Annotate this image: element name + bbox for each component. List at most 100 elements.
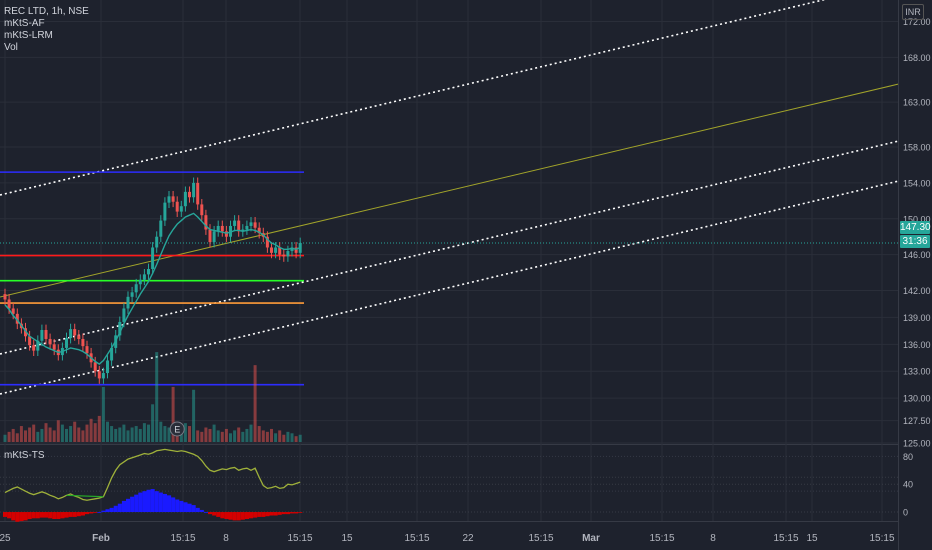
volume-bar: [298, 434, 302, 442]
volume-bar: [7, 431, 11, 442]
osc-hist-bar: [195, 507, 200, 513]
osc-hist-bar: [23, 512, 28, 521]
osc-hist-bar: [220, 512, 225, 519]
osc-tick-label: 80: [903, 452, 913, 462]
volume-bar: [106, 421, 109, 442]
candle-body: [65, 338, 68, 348]
candle-body: [106, 360, 109, 374]
price-tick-label: 133.00: [903, 367, 931, 377]
osc-hist-bar: [134, 494, 139, 513]
volume-bar: [278, 430, 282, 442]
price-tick-label: 142.00: [903, 286, 931, 296]
price-tick-label: 130.00: [903, 394, 931, 404]
legend-title[interactable]: REC LTD, 1h, NSE: [4, 6, 89, 17]
osc-divergence-line: [66, 494, 104, 498]
candle-body: [224, 231, 228, 237]
candle-body: [163, 202, 167, 221]
time-tick-label: 15: [806, 533, 818, 544]
osc-hist-bar: [44, 512, 49, 518]
osc-hist-bar: [187, 503, 192, 513]
oscillator-label[interactable]: mKtS-TS: [4, 450, 45, 461]
osc-hist-bar: [126, 498, 131, 513]
osc-hist-bar: [31, 512, 36, 519]
volume-bar: [257, 426, 261, 442]
volume-bar: [204, 427, 208, 442]
candle-body: [101, 373, 105, 379]
time-tick-label: 8: [223, 533, 229, 544]
currency-label[interactable]: INR: [902, 4, 924, 20]
price-tick-label: 158.00: [903, 143, 931, 153]
osc-hist-bar: [179, 500, 184, 513]
volume-bar: [110, 426, 114, 442]
volume-bar: [233, 430, 237, 442]
volume-bar: [24, 430, 27, 442]
volume-bar: [126, 430, 130, 442]
osc-hist-bar: [97, 512, 102, 513]
time-tick-label: 15:15: [170, 533, 195, 544]
candle-body: [151, 247, 155, 269]
candle-body: [11, 308, 15, 314]
osc-hist-bar: [105, 509, 110, 513]
osc-hist-bar: [93, 512, 98, 513]
time-tick-label: 15:15: [287, 533, 312, 544]
volume-bar: [134, 426, 138, 442]
candle-body: [97, 371, 101, 379]
osc-hist-bar: [142, 491, 147, 513]
osc-tick-label: 0: [903, 508, 908, 518]
osc-hist-bar: [212, 512, 217, 516]
legend-indicator-lrm[interactable]: mKtS-LRM: [4, 30, 53, 41]
candle-body: [188, 191, 191, 198]
candle-body: [290, 247, 294, 252]
osc-hist-bar: [257, 512, 262, 517]
channel-upper-line: [0, 0, 827, 196]
candle-body: [270, 247, 273, 253]
osc-hist-bar: [183, 502, 188, 513]
candle-body: [220, 225, 224, 232]
volume-bar: [237, 427, 241, 442]
osc-hist-bar: [11, 512, 16, 521]
candle-body: [130, 292, 134, 297]
candle-body: [138, 279, 142, 285]
osc-hist-bar: [199, 509, 204, 513]
osc-hist-bar: [294, 512, 299, 514]
time-tick-label: Feb: [92, 533, 110, 544]
legend-indicator-vol[interactable]: Vol: [4, 42, 18, 53]
candle-body: [175, 201, 179, 212]
volume-bar: [274, 433, 278, 442]
candle-body: [171, 196, 175, 202]
earnings-marker-icon: [169, 421, 185, 437]
volume-bar: [216, 430, 220, 442]
volume-bar: [249, 424, 253, 442]
volume-bar: [65, 428, 68, 442]
osc-hist-bar: [15, 512, 20, 522]
candle-body: [134, 284, 138, 293]
volume-bar: [208, 428, 212, 442]
osc-hist-bar: [113, 505, 118, 513]
time-tick-label: 15:15: [649, 533, 674, 544]
osc-hist-bar: [277, 512, 282, 515]
legend-indicator-af[interactable]: mKtS-AF: [4, 18, 45, 29]
osc-hist-bar: [175, 499, 180, 513]
volume-bar: [159, 421, 163, 442]
volume-bar: [241, 431, 245, 442]
candle-body: [44, 329, 48, 339]
volume-bar: [19, 426, 23, 442]
candle-body: [126, 296, 130, 309]
candle-body: [212, 231, 216, 243]
osc-hist-bar: [52, 512, 57, 519]
candle-body: [32, 345, 36, 351]
volume-bar: [245, 428, 249, 442]
price-tick-label: 172.00: [903, 17, 931, 27]
volume-bar: [290, 433, 294, 442]
osc-hist-bar: [285, 512, 290, 515]
price-tick-label: 125.00: [903, 439, 931, 449]
candle-body: [274, 247, 278, 253]
price-tick-label: 163.00: [903, 98, 931, 108]
volume-bar: [171, 386, 175, 442]
osc-hist-bar: [290, 512, 295, 514]
time-tick-label: 15: [341, 533, 353, 544]
volume-bar: [101, 386, 105, 442]
osc-line: [4, 448, 301, 501]
